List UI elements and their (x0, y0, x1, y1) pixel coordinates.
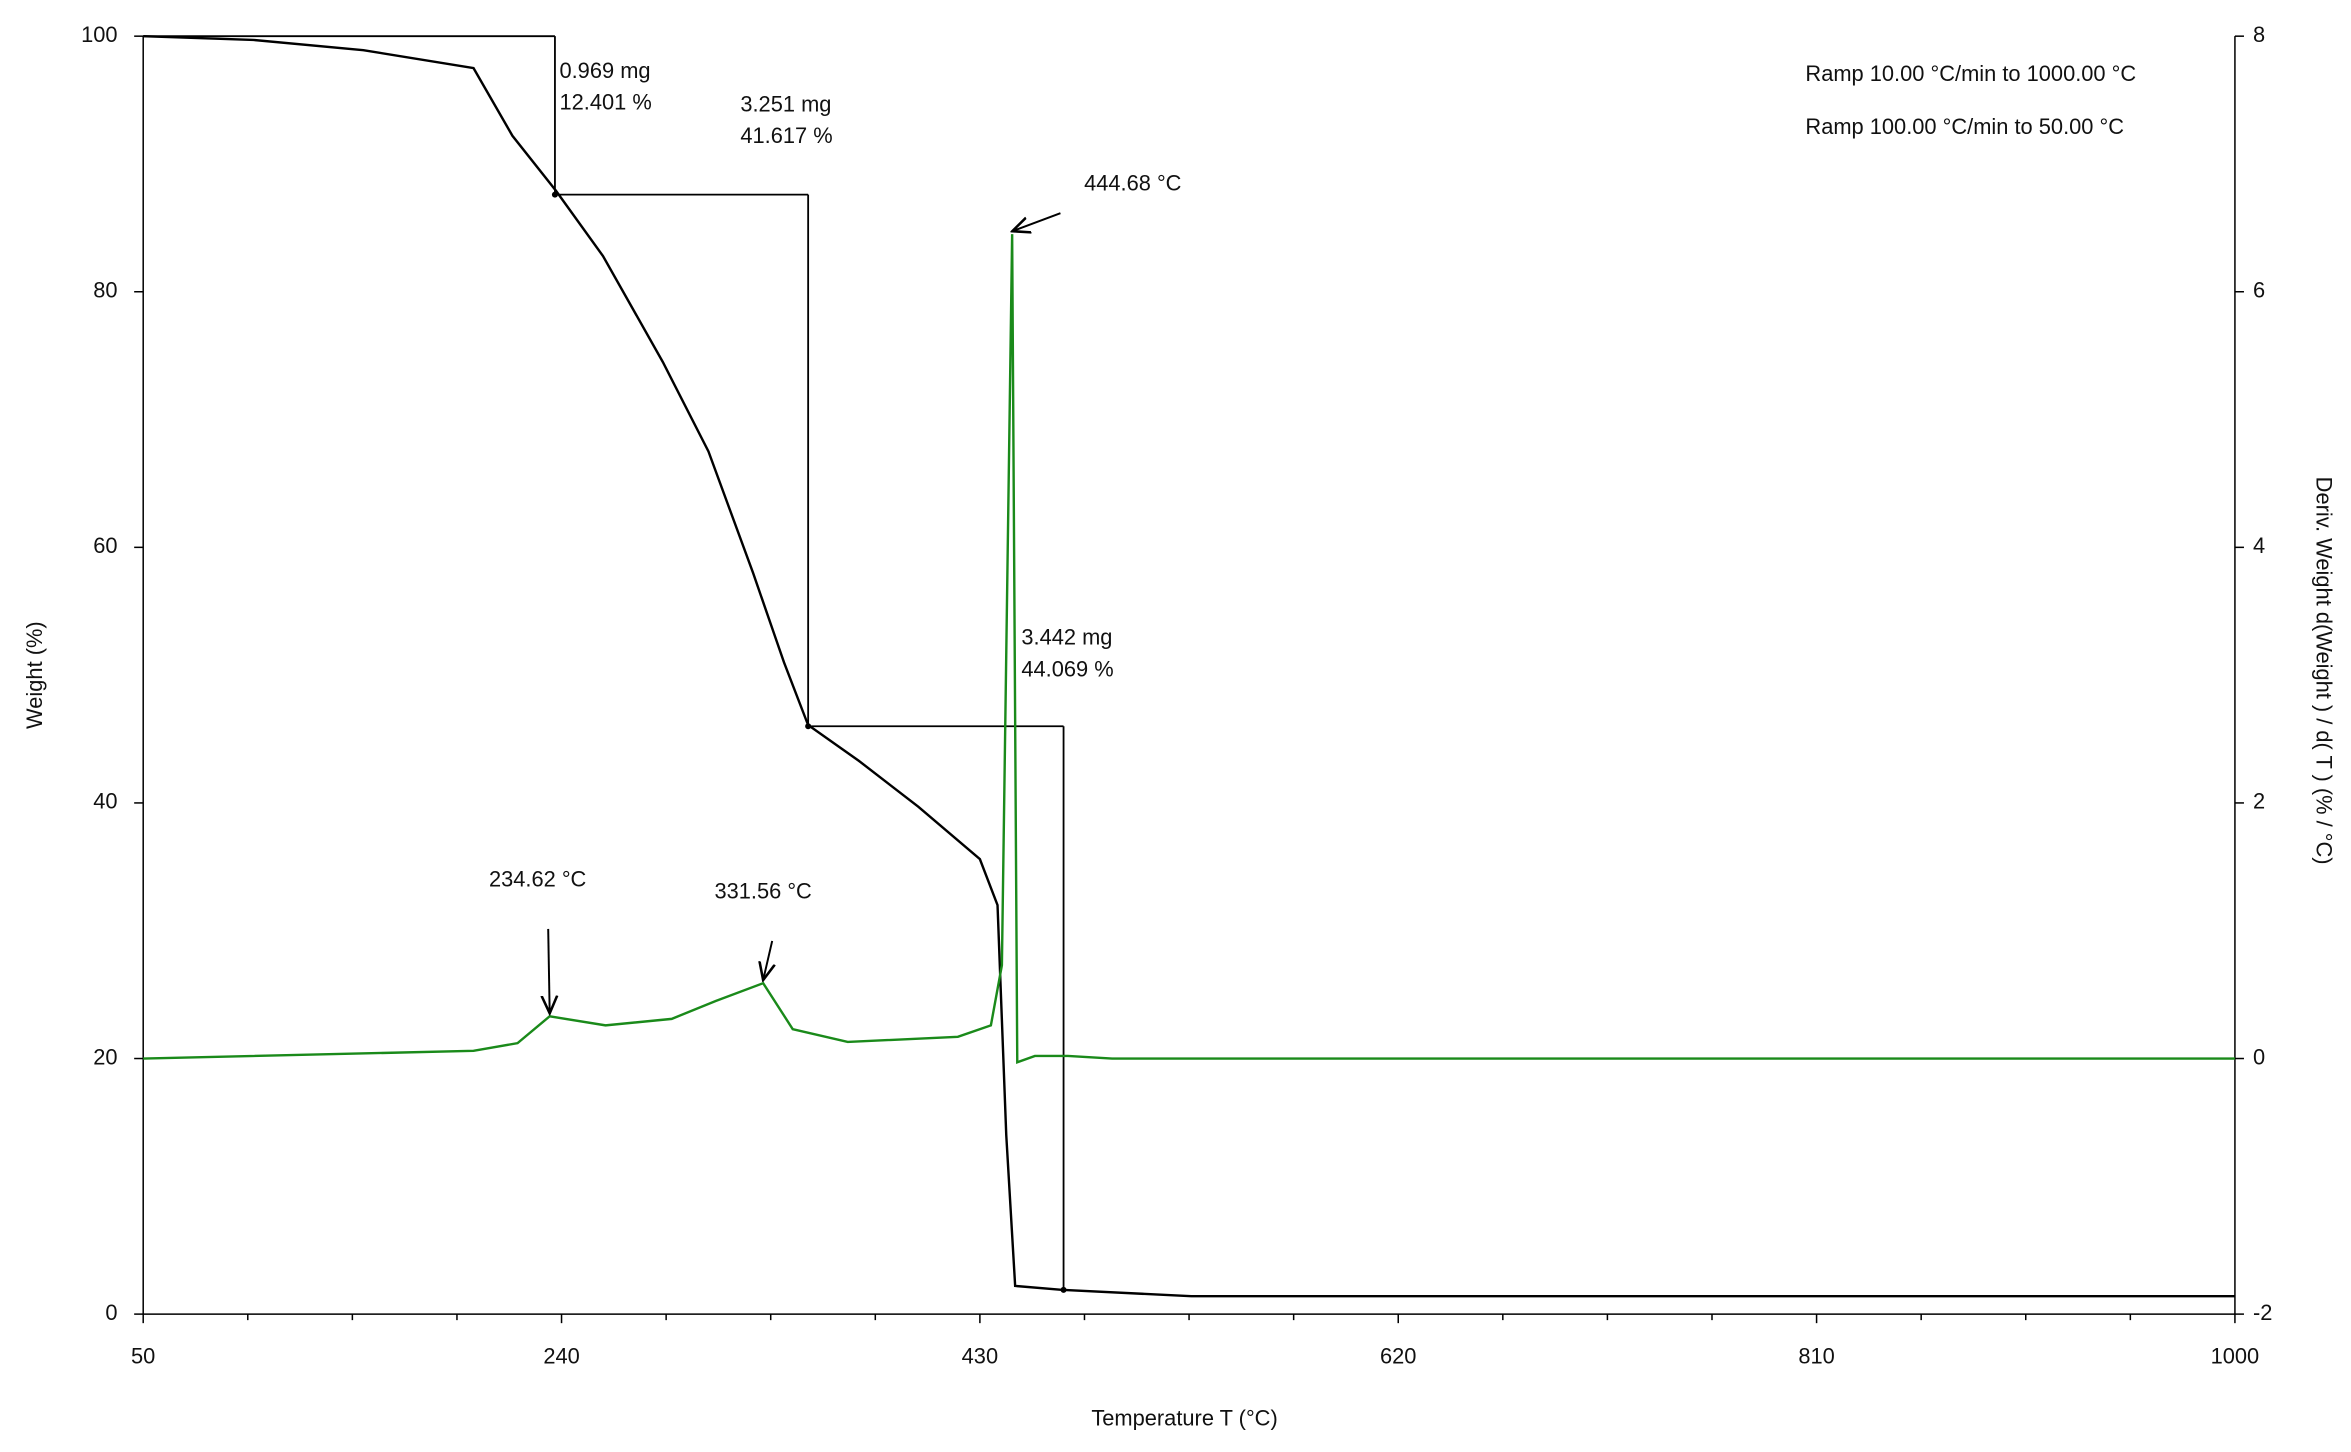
data-line (143, 234, 2235, 1064)
y-tick-label: 80 (93, 278, 117, 303)
y-tick-label: 60 (93, 533, 117, 558)
step-point (551, 191, 558, 198)
step-label: 3.251 mg (740, 91, 831, 116)
x-tick-label: 1000 (2211, 1344, 2260, 1369)
x-tick-label: 620 (1380, 1344, 1416, 1369)
x-tick-label: 50 (131, 1344, 155, 1369)
step-label: 44.069 % (1021, 656, 1113, 681)
peak-label: 234.62 °C (489, 866, 586, 891)
x-tick-label: 810 (1798, 1344, 1834, 1369)
y-tick-label: 100 (81, 22, 117, 47)
y2-tick-label: 8 (2253, 22, 2265, 47)
y-axis-label: Weight (%) (22, 621, 47, 729)
x-tick-label: 430 (962, 1344, 998, 1369)
step-label: 0.969 mg (559, 58, 650, 83)
y2-tick-label: 2 (2253, 789, 2265, 814)
peak-arrow (763, 940, 772, 980)
x-tick-label: 240 (543, 1344, 579, 1369)
y-tick-label: 0 (105, 1300, 117, 1325)
step-label: 3.442 mg (1021, 625, 1112, 650)
step-label: 12.401 % (559, 90, 651, 115)
peak-label: 444.68 °C (1084, 170, 1181, 195)
peak-label: 331.56 °C (714, 878, 811, 903)
step-label: 41.617 % (740, 123, 832, 148)
peak-arrow (548, 928, 550, 1013)
y2-axis-label: Deriv. Weight d(Weight ) / d( T ) (% / °… (2312, 477, 2337, 865)
y2-tick-label: 0 (2253, 1044, 2265, 1069)
y2-tick-label: 4 (2253, 533, 2265, 558)
data-line (143, 34, 2235, 1298)
step-point (805, 723, 812, 730)
ramp-note: Ramp 100.00 °C/min to 50.00 °C (1805, 114, 2124, 139)
y2-tick-label: 6 (2253, 278, 2265, 303)
peak-arrow (1012, 212, 1061, 231)
y2-tick-label: -2 (2253, 1300, 2272, 1325)
step-point (1060, 1286, 1067, 1293)
ramp-note: Ramp 10.00 °C/min to 1000.00 °C (1805, 61, 2136, 86)
x-axis-label: Temperature T (°C) (1091, 1405, 1277, 1430)
y-tick-label: 20 (93, 1044, 117, 1069)
y-tick-label: 40 (93, 789, 117, 814)
